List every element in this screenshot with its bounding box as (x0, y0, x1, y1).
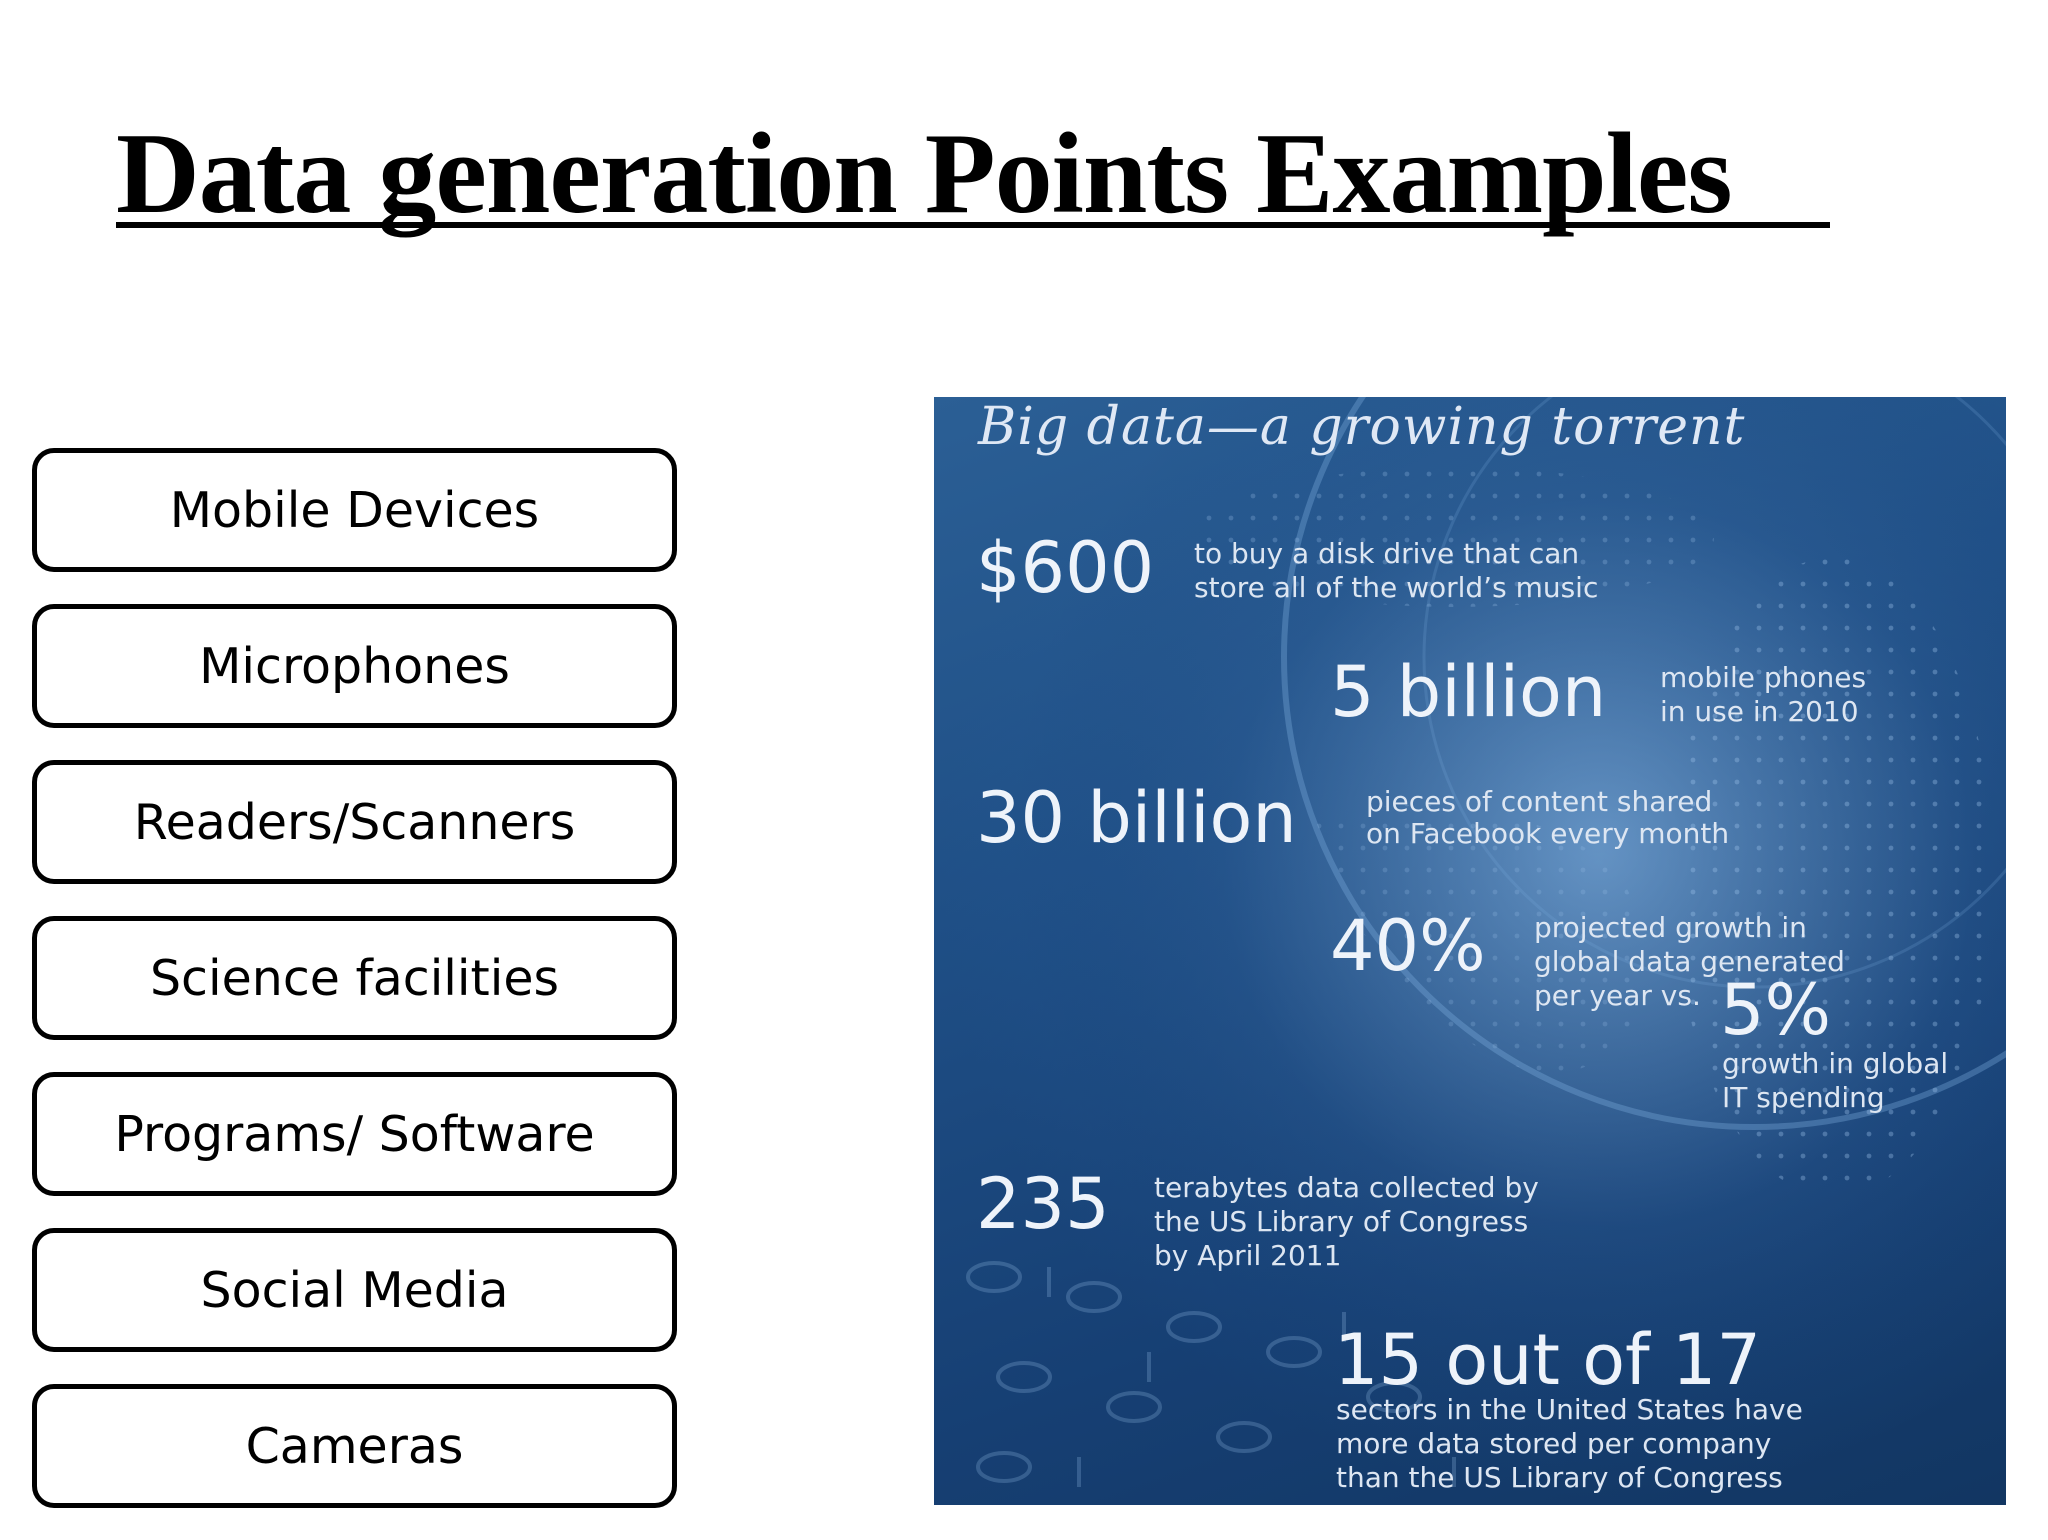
data-source-list: Mobile Devices Microphones Readers/Scann… (32, 448, 677, 1540)
source-box-microphones: Microphones (32, 604, 677, 728)
title-underline (116, 222, 1830, 228)
stat-it-line2: IT spending (1722, 1081, 1885, 1114)
stat-disk-line1: to buy a disk drive that can (1194, 537, 1580, 570)
source-box-social-media: Social Media (32, 1228, 677, 1352)
stat-sectors-value: 15 out of 17 (1334, 1319, 1762, 1401)
stat-it-line1: growth in global (1722, 1047, 1949, 1080)
source-box-readers-scanners: Readers/Scanners (32, 760, 677, 884)
stat-facebook-value: 30 billion (976, 777, 1297, 859)
stat-sectors-line3: than the US Library of Congress (1336, 1461, 1783, 1494)
source-box-science-facilities: Science facilities (32, 916, 677, 1040)
globe-background-graphic (934, 397, 2006, 1505)
stat-library-line1: terabytes data collected by (1154, 1171, 1539, 1204)
stat-sectors-line2: more data stored per company (1336, 1427, 1772, 1460)
stat-facebook-line1: pieces of content shared (1366, 785, 1713, 818)
source-box-cameras: Cameras (32, 1384, 677, 1508)
stat-phones-value: 5 billion (1330, 651, 1607, 733)
slide-title: Data generation Points Examples (116, 110, 1760, 238)
source-box-programs-software: Programs/ Software (32, 1072, 677, 1196)
stat-sectors-line1: sectors in the United States have (1336, 1393, 1803, 1426)
stat-library-value: 235 (976, 1163, 1110, 1245)
stat-growth-line1: projected growth in (1534, 911, 1807, 944)
stat-phones-line2: in use in 2010 (1660, 695, 1859, 728)
stat-library-line2: the US Library of Congress (1154, 1205, 1529, 1238)
stat-disk-line2: store all of the world’s music (1194, 571, 1599, 604)
big-data-infographic: Big data—a growing torrent $600 to buy a… (934, 397, 2006, 1505)
stat-facebook-line2: on Facebook every month (1366, 817, 1730, 850)
stat-growth-value: 40% (1330, 905, 1486, 987)
stat-it-value: 5% (1720, 969, 1832, 1051)
stat-growth-line3: per year vs. (1534, 979, 1701, 1012)
source-box-mobile-devices: Mobile Devices (32, 448, 677, 572)
stat-growth-line2: global data generated (1534, 945, 1845, 978)
stat-phones-line1: mobile phones (1660, 661, 1867, 694)
stat-disk-value: $600 (976, 527, 1155, 609)
infographic-title: Big data—a growing torrent (978, 397, 1746, 457)
stat-library-line3: by April 2011 (1154, 1239, 1342, 1272)
